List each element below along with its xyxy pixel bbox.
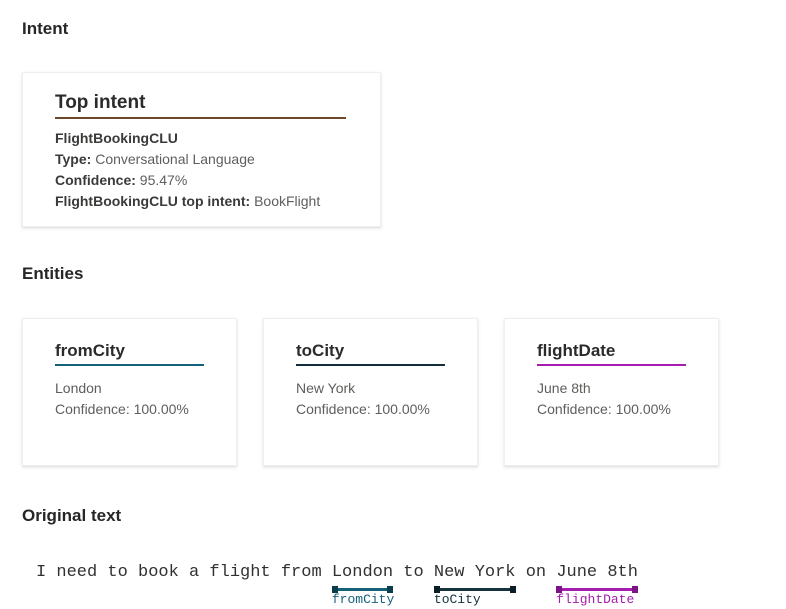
entity-confidence: Confidence: 100.00%	[55, 401, 189, 417]
top-intent-card-body: FlightBookingCLU Type: Conversational La…	[55, 128, 346, 212]
intent-type-value: Conversational Language	[91, 151, 255, 167]
sentence-token: I need to book a flight from	[36, 563, 332, 582]
entity-card-title: flightDate	[537, 341, 686, 366]
intent-section-heading: Intent	[22, 19, 69, 38]
entities-section-heading: Entities	[22, 264, 84, 283]
entity-card-tocity: toCity New York Confidence: 100.00%	[263, 318, 478, 466]
entity-inline-label: fromCity	[331, 592, 395, 607]
entity-confidence: Confidence: 100.00%	[296, 401, 430, 417]
intent-confidence-value: 95.47%	[135, 172, 188, 188]
entity-span-tocity: New York toCity	[433, 563, 516, 607]
entity-cards-row: fromCity London Confidence: 100.00% toCi…	[22, 318, 764, 466]
intent-confidence-row: Confidence: 95.47%	[55, 170, 346, 191]
entity-value: June 8th	[537, 380, 591, 396]
entity-card-title: fromCity	[55, 341, 204, 366]
original-text-section-heading: Original text	[22, 506, 122, 525]
entity-confidence: Confidence: 100.00%	[537, 401, 671, 417]
entity-value: New York	[296, 380, 356, 396]
entity-card-flightdate: flightDate June 8th Confidence: 100.00%	[504, 318, 719, 466]
intent-top-intent-label: FlightBookingCLU top intent:	[55, 193, 251, 209]
intent-confidence-label: Confidence:	[55, 172, 136, 188]
entity-inline-label: flightDate	[556, 592, 635, 607]
entity-span-flightdate: June 8th flightDate	[556, 563, 638, 607]
intent-name-row: FlightBookingCLU	[55, 128, 346, 149]
entity-range-marker	[433, 586, 516, 593]
entity-card-fromcity: fromCity London Confidence: 100.00%	[22, 318, 237, 466]
intent-type-row: Type: Conversational Language	[55, 149, 346, 170]
intent-top-intent-row: FlightBookingCLU top intent: BookFlight	[55, 191, 346, 212]
original-text-sentence: I need to book a flight from London fromC…	[22, 563, 764, 607]
entity-inline-label: toCity	[433, 592, 481, 607]
intent-type-label: Type:	[55, 151, 92, 167]
entity-text: New York	[433, 563, 516, 582]
entity-span-fromcity: London fromCity	[331, 563, 394, 607]
sentence-token: to	[393, 563, 434, 582]
entity-text: London	[331, 563, 394, 582]
top-intent-card-title: Top intent	[55, 93, 346, 119]
intent-top-intent-value: BookFlight	[250, 193, 321, 209]
entity-value: London	[55, 380, 102, 396]
entity-card-title: toCity	[296, 341, 445, 366]
intent-name: FlightBookingCLU	[55, 130, 178, 146]
sentence-token: on	[515, 563, 557, 582]
entity-text: June 8th	[556, 563, 638, 582]
top-intent-card: Top intent FlightBookingCLU Type: Conver…	[22, 72, 381, 227]
entity-range-marker	[331, 586, 394, 593]
entity-range-marker	[556, 586, 638, 593]
